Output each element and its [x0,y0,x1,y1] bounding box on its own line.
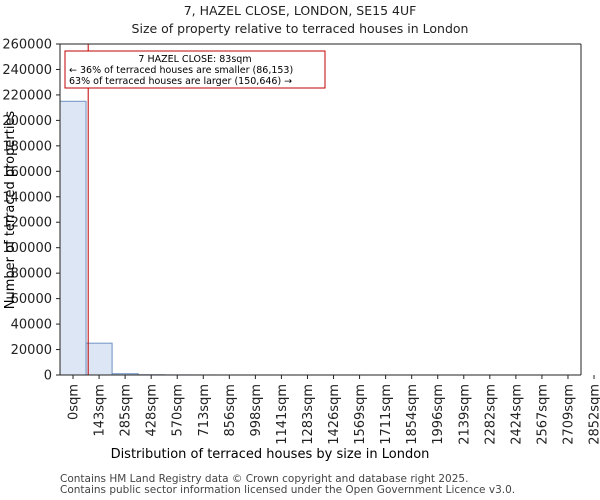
y-tick-label-10: 200000 [2,114,52,129]
x-tick-label-20: 2852sqm [588,384,600,445]
y-tick-label-3: 60000 [11,292,52,307]
x-tick-label-0: 0sqm [67,384,82,420]
y-tick-label-0: 0 [44,369,52,384]
x-tick-label-19: 2709sqm [561,384,576,445]
y-tick-label-1: 20000 [11,343,52,358]
x-tick-label-11: 1569sqm [353,384,368,445]
x-tick-label-14: 1996sqm [431,384,446,445]
y-tick-label-2: 40000 [11,318,52,333]
annotation-box: 7 HAZEL CLOSE: 83sqm ← 36% of terraced h… [64,50,326,89]
chart-title: 7, HAZEL CLOSE, LONDON, SE15 4UF [183,3,417,18]
y-tick-label-8: 160000 [2,165,52,180]
y-tick-label-12: 240000 [2,63,52,78]
bars-group [59,100,452,376]
x-axis: 0sqm 143sqm 285sqm 428sqm 570sqm 713sqm 856sqm… [67,375,600,445]
x-tick-label-1: 143sqm [93,384,108,437]
x-tick-label-10: 1426sqm [327,384,342,445]
y-axis-label: Number of terraced properties [3,111,18,310]
y-tick-label-6: 120000 [2,216,52,231]
x-tick-label-5: 713sqm [197,384,212,437]
x-tick-label-4: 570sqm [171,384,186,437]
x-tick-label-17: 2424sqm [509,384,524,445]
x-tick-label-9: 1283sqm [301,384,316,445]
y-tick-label-13: 260000 [2,38,52,53]
y-tick-label-7: 140000 [2,190,52,205]
y-tick-label-4: 80000 [11,267,52,282]
x-tick-label-2: 285sqm [119,384,134,437]
x-tick-label-7: 998sqm [249,384,264,437]
chart-subtitle: Size of property relative to terraced ho… [131,21,469,36]
x-tick-label-18: 2567sqm [535,384,550,445]
x-tick-label-13: 1854sqm [405,384,420,445]
annotation-line-2: ← 36% of terraced houses are smaller (86… [69,65,293,76]
y-tick-label-9: 180000 [2,139,52,154]
x-tick-label-16: 2282sqm [483,384,498,445]
x-axis-label: Distribution of terraced houses by size … [111,447,430,462]
footer-copyright: Contains HM Land Registry data © Crown c… [60,473,469,485]
annotation-border [64,50,326,89]
x-tick-label-3: 428sqm [145,384,160,437]
y-tick-label-11: 220000 [2,88,52,103]
x-tick-label-6: 856sqm [223,384,238,437]
y-tick-label-5: 100000 [2,241,52,256]
x-tick-label-12: 1711sqm [379,384,394,445]
bar-0 [59,100,87,376]
x-tick-label-15: 2139sqm [457,384,472,445]
annotation-line-1: 7 HAZEL CLOSE: 83sqm [138,54,251,65]
footer-licence: Contains public sector information licen… [60,484,516,496]
annotation-line-3: 63% of terraced houses are larger (150,6… [69,76,292,87]
x-tick-label-8: 1141sqm [275,384,290,445]
bar-1 [85,342,113,376]
y-axis: 0 20000 40000 60000 80000 100000 120000 140000 1… [2,38,60,384]
